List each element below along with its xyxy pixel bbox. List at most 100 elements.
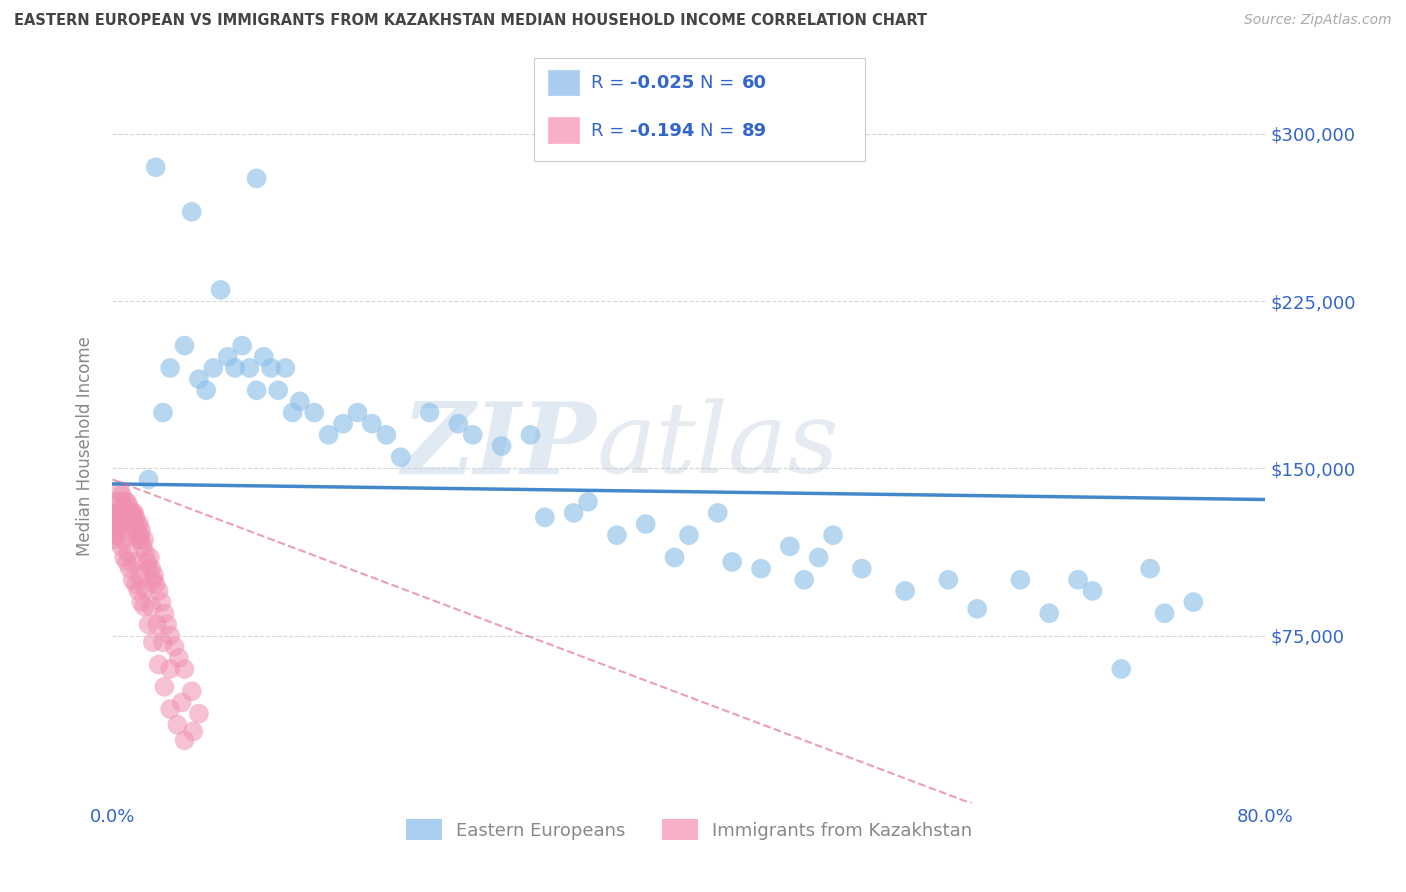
- Point: [678, 528, 700, 542]
- Point: [153, 607, 176, 621]
- Point: [152, 405, 174, 419]
- Point: [721, 555, 744, 569]
- Point: [108, 510, 131, 524]
- Point: [115, 494, 138, 508]
- Point: [128, 528, 150, 542]
- Text: R =: R =: [591, 74, 630, 92]
- Point: [1081, 583, 1104, 598]
- Text: R =: R =: [591, 122, 630, 140]
- Point: [108, 483, 131, 498]
- Text: ZIP: ZIP: [402, 398, 596, 494]
- Point: [281, 405, 304, 419]
- Point: [148, 657, 170, 672]
- Text: 60: 60: [742, 74, 768, 92]
- Point: [118, 499, 141, 513]
- Point: [894, 583, 917, 598]
- Point: [1139, 562, 1161, 576]
- Point: [134, 533, 156, 547]
- Point: [135, 546, 157, 560]
- Point: [253, 350, 276, 364]
- Point: [117, 546, 139, 560]
- Point: [231, 338, 253, 352]
- Point: [491, 439, 513, 453]
- Point: [145, 160, 167, 174]
- Point: [1010, 573, 1032, 587]
- Point: [304, 405, 326, 419]
- Point: [103, 528, 125, 542]
- Point: [195, 383, 218, 397]
- Point: [707, 506, 730, 520]
- Point: [152, 635, 174, 649]
- Point: [288, 394, 311, 409]
- Text: EASTERN EUROPEAN VS IMMIGRANTS FROM KAZAKHSTAN MEDIAN HOUSEHOLD INCOME CORRELATI: EASTERN EUROPEAN VS IMMIGRANTS FROM KAZA…: [14, 13, 927, 29]
- Point: [110, 494, 132, 508]
- Point: [159, 662, 181, 676]
- Point: [148, 583, 170, 598]
- Point: [128, 516, 150, 531]
- Point: [136, 555, 159, 569]
- Point: [519, 427, 541, 442]
- Point: [124, 516, 146, 531]
- Point: [122, 510, 145, 524]
- Point: [115, 510, 138, 524]
- Point: [121, 516, 143, 531]
- Point: [112, 499, 135, 513]
- Point: [1038, 607, 1060, 621]
- Point: [246, 383, 269, 397]
- Point: [238, 360, 260, 375]
- Point: [173, 733, 195, 747]
- Point: [128, 568, 150, 582]
- Point: [127, 583, 149, 598]
- Point: [114, 516, 136, 531]
- Point: [114, 494, 136, 508]
- Point: [180, 204, 202, 219]
- Point: [111, 510, 134, 524]
- Point: [121, 573, 143, 587]
- Point: [217, 350, 239, 364]
- Point: [1067, 573, 1090, 587]
- Point: [224, 360, 246, 375]
- Point: [105, 494, 128, 508]
- Point: [267, 383, 290, 397]
- Point: [938, 573, 960, 587]
- Point: [188, 372, 211, 386]
- Point: [127, 528, 149, 542]
- Point: [166, 717, 188, 731]
- Point: [110, 539, 132, 553]
- Point: [779, 539, 801, 553]
- Point: [562, 506, 585, 520]
- Point: [105, 510, 128, 524]
- Point: [124, 510, 146, 524]
- Point: [142, 635, 165, 649]
- Point: [110, 506, 132, 520]
- Point: [135, 582, 157, 596]
- Point: [156, 617, 179, 632]
- Point: [173, 662, 195, 676]
- Point: [159, 628, 181, 642]
- Point: [447, 417, 470, 431]
- Point: [1182, 595, 1205, 609]
- Point: [111, 533, 134, 547]
- Point: [121, 506, 143, 520]
- Point: [153, 680, 176, 694]
- Point: [332, 417, 354, 431]
- Point: [129, 524, 153, 538]
- Point: [142, 573, 165, 587]
- Point: [107, 528, 129, 542]
- Point: [145, 577, 167, 591]
- Point: [117, 506, 139, 520]
- Point: [749, 562, 772, 576]
- Point: [120, 516, 142, 531]
- Point: [118, 562, 141, 576]
- Point: [202, 360, 225, 375]
- Point: [419, 405, 441, 419]
- Point: [129, 533, 152, 547]
- Point: [188, 706, 211, 721]
- Point: [132, 539, 155, 553]
- Point: [389, 450, 412, 464]
- Point: [150, 595, 173, 609]
- Point: [104, 516, 127, 531]
- Point: [104, 533, 127, 547]
- Text: -0.025: -0.025: [630, 74, 695, 92]
- Point: [129, 595, 153, 609]
